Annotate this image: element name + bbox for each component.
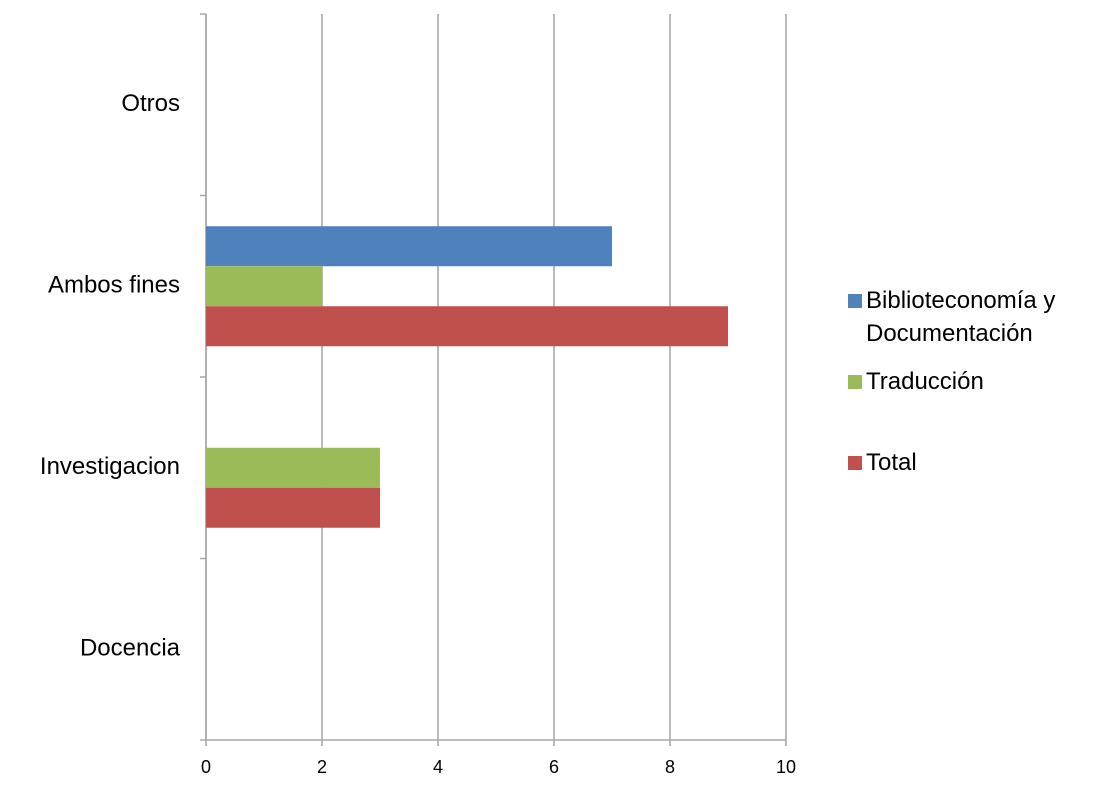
- legend-item: Total: [848, 446, 1093, 479]
- x-tick-label: 0: [201, 757, 211, 777]
- x-tick-label: 10: [776, 757, 796, 777]
- x-tick-label: 2: [317, 757, 327, 777]
- legend-swatch: [848, 375, 862, 389]
- y-tick-label: Ambos fines: [48, 272, 180, 299]
- y-tick-label: Docencia: [80, 635, 181, 662]
- legend-label: Biblioteconomía y Documentación: [866, 287, 1056, 347]
- legend: Biblioteconomía y Documentación Traducció…: [848, 284, 1093, 479]
- legend-label: Total: [866, 449, 917, 476]
- y-tick-label: Investigacion: [40, 453, 180, 480]
- x-tick-label: 6: [549, 757, 559, 777]
- bar: [206, 266, 322, 307]
- x-tick-label: 8: [665, 757, 675, 777]
- legend-item: Traducción: [848, 365, 1093, 398]
- bar: [206, 447, 380, 488]
- legend-label: Traducción: [866, 368, 984, 395]
- legend-item: Biblioteconomía y Documentación: [848, 284, 1093, 350]
- bar: [206, 306, 728, 347]
- x-tick-label: 4: [433, 757, 443, 777]
- legend-swatch: [848, 456, 862, 470]
- bar: [206, 226, 612, 267]
- bar: [206, 487, 380, 528]
- y-tick-label: Otros: [121, 90, 180, 117]
- legend-swatch: [848, 294, 862, 308]
